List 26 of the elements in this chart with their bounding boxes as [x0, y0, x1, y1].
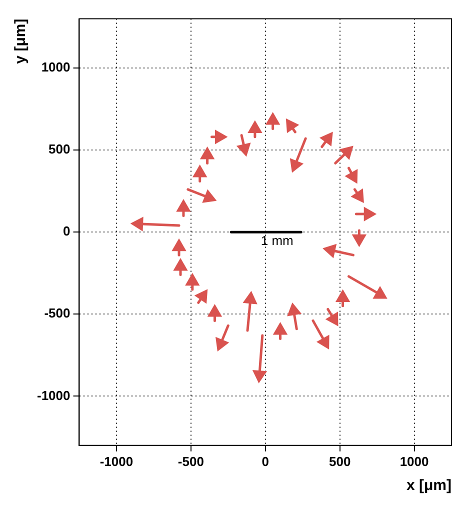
- point: [172, 240, 186, 252]
- x-tick-label: -1000: [100, 454, 134, 469]
- x-axis-title: x [μm]: [406, 477, 452, 494]
- point: [214, 130, 226, 144]
- x-tick-label: 0: [262, 454, 269, 469]
- point: [288, 304, 301, 316]
- point: [290, 158, 302, 172]
- point: [177, 200, 190, 212]
- point: [216, 338, 228, 350]
- y-tick-label: 0: [63, 224, 70, 239]
- point: [244, 292, 257, 304]
- y-tick-label: 500: [48, 142, 70, 157]
- y-axis-title: y [μm]: [12, 18, 30, 64]
- point: [186, 274, 199, 286]
- point: [326, 312, 338, 326]
- point: [320, 132, 333, 146]
- x-tick-label: -500: [178, 454, 204, 469]
- y-tick-label: -500: [44, 306, 70, 321]
- point: [374, 287, 386, 299]
- x-tick-label: 1000: [400, 454, 429, 469]
- y-tick-label: 1000: [41, 60, 70, 75]
- x-tick-label: 500: [328, 454, 351, 469]
- point: [318, 336, 330, 349]
- series-label: 1 mm: [260, 233, 294, 248]
- point: [200, 148, 214, 160]
- y-tick-label: -1000: [37, 388, 70, 403]
